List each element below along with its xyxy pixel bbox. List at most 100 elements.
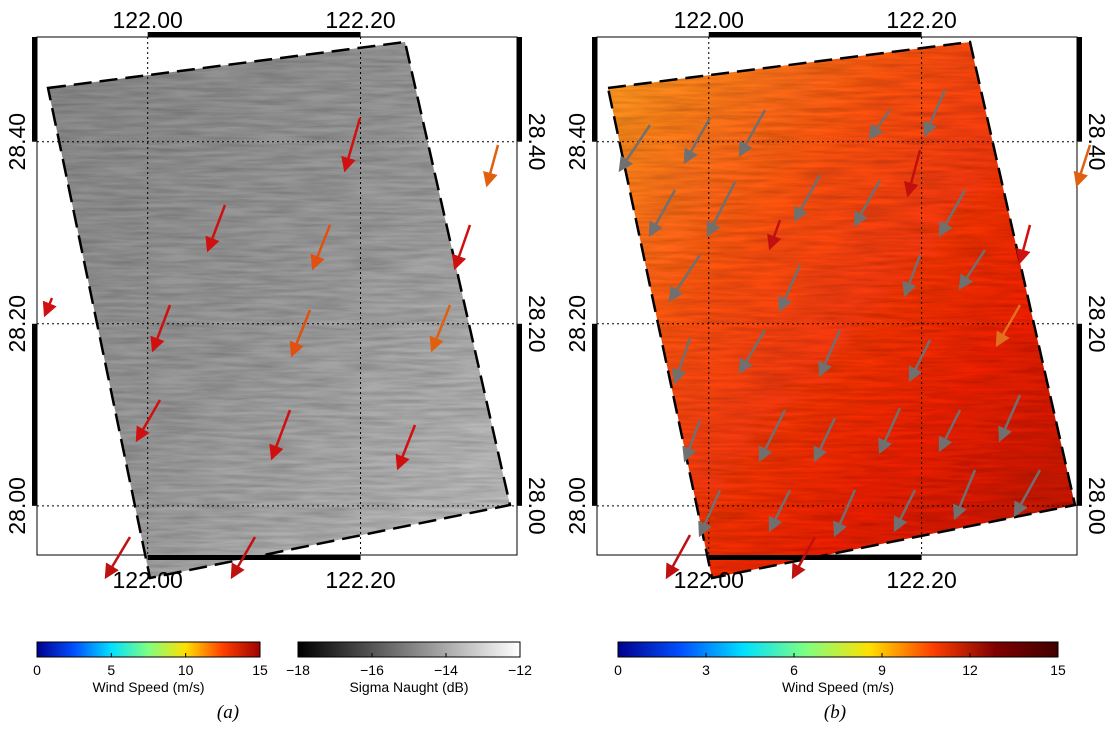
frame-bar xyxy=(708,555,922,560)
lon-label: 122.00 xyxy=(674,7,744,33)
wind-arrow xyxy=(429,304,452,353)
wind-arrow xyxy=(683,117,712,165)
wind-arrow xyxy=(665,534,692,580)
frame-bar xyxy=(592,323,597,506)
wind-arrow xyxy=(998,394,1022,443)
frame-bar xyxy=(708,32,922,37)
wind-arrow xyxy=(758,409,787,463)
wind-arrow xyxy=(1013,469,1042,518)
frame-bar xyxy=(147,555,361,560)
wind-arrow xyxy=(868,109,892,141)
panel-caption: (a) xyxy=(217,702,239,723)
wind-arrow xyxy=(791,536,817,580)
wind-arrow xyxy=(135,399,162,443)
wind-arrow xyxy=(230,536,257,580)
lat-label: 28.40 xyxy=(4,113,30,171)
wind-arrow xyxy=(1016,224,1032,265)
sar-image xyxy=(48,42,510,578)
wind-arrow xyxy=(813,417,837,463)
colorbar-tick-label: 0 xyxy=(33,662,41,678)
wind-arrow xyxy=(671,337,692,385)
wind-arrow xyxy=(818,329,842,378)
map-panel: 122.00 122.00 122.20 122.20 28.40 28.40 28.20 2… xyxy=(4,7,550,723)
wind-arrow xyxy=(341,117,362,173)
wind-arrow xyxy=(833,489,857,538)
wind-arrow xyxy=(958,249,987,291)
colorbar xyxy=(297,641,521,658)
wind-arrow xyxy=(104,536,132,580)
colorbar-tick-label: 0 xyxy=(614,662,622,678)
colorbar-tick-label: −18 xyxy=(286,662,310,678)
frame-bar xyxy=(517,323,522,506)
wind-arrow xyxy=(778,264,802,313)
wind-arrow xyxy=(903,149,922,198)
frame-bar xyxy=(1077,37,1082,142)
wind-arrow xyxy=(205,204,227,253)
wind-arrow xyxy=(793,174,822,223)
wind-arrow xyxy=(902,254,922,298)
frame-bar xyxy=(1077,323,1082,506)
wind-arrow xyxy=(269,409,292,461)
lon-label: 122.20 xyxy=(325,567,395,593)
lon-label: 122.00 xyxy=(674,567,744,593)
wind-arrow xyxy=(908,339,932,383)
wind-arrow xyxy=(995,304,1022,348)
colorbar-tick-label: 5 xyxy=(107,662,115,678)
wind-arrow xyxy=(648,189,677,238)
wind-arrow xyxy=(310,224,332,271)
colorbar-tick-label: −12 xyxy=(508,662,532,678)
wind-arrow xyxy=(893,489,917,533)
frame-bar xyxy=(517,37,522,142)
wind-arrow xyxy=(738,329,767,375)
wind-arrow xyxy=(452,224,472,271)
lon-label: 122.00 xyxy=(113,7,183,33)
colorbar xyxy=(617,641,1059,658)
wind-arrow xyxy=(483,144,500,188)
wind-arrow xyxy=(767,219,782,251)
colorbar-tick-label: 6 xyxy=(790,662,798,678)
colorbar-title: Wind Speed (m/s) xyxy=(782,679,894,695)
lat-label: 28.00 xyxy=(524,477,550,535)
lon-label: 122.00 xyxy=(113,567,183,593)
colorbar xyxy=(36,641,261,658)
colorbar-title: Sigma Naught (dB) xyxy=(349,679,468,695)
lat-label: 28.20 xyxy=(4,295,30,353)
lat-label: 28.20 xyxy=(1084,295,1110,353)
wind-arrow xyxy=(938,409,962,453)
wind-arrow xyxy=(42,297,57,318)
colorbar-tick-label: −16 xyxy=(360,662,384,678)
image-outline xyxy=(606,40,1077,580)
wind-arrow xyxy=(1073,144,1092,188)
wind-arrow xyxy=(952,469,977,521)
wind-arrow xyxy=(395,424,417,471)
colorbar-tick-label: 9 xyxy=(878,662,886,678)
lon-label: 122.20 xyxy=(325,7,395,33)
frame-bar xyxy=(32,37,37,142)
wind-arrow xyxy=(668,254,702,303)
wind-arrow xyxy=(618,124,652,173)
wind-arrow xyxy=(150,304,172,353)
lon-label: 122.20 xyxy=(886,7,956,33)
colorbar-tick-label: 15 xyxy=(1050,662,1066,678)
colorbar-title: Wind Speed (m/s) xyxy=(92,679,204,695)
wind-arrow xyxy=(682,419,702,463)
lat-label: 28.20 xyxy=(564,295,590,353)
wind-arrow xyxy=(289,309,312,358)
wind-arrow xyxy=(768,489,792,533)
wind-arrow xyxy=(938,189,967,238)
lat-label: 28.00 xyxy=(1084,477,1110,535)
colorbar-tick-label: −14 xyxy=(434,662,458,678)
frame-bar xyxy=(32,323,37,506)
lat-label: 28.40 xyxy=(1084,113,1110,171)
wind-arrow xyxy=(853,179,882,228)
wind-arrow xyxy=(923,89,947,138)
image-outline xyxy=(46,40,512,580)
lon-label: 122.20 xyxy=(886,567,956,593)
lat-label: 28.00 xyxy=(564,477,590,535)
colorbar-tick-label: 3 xyxy=(702,662,710,678)
colorbar-tick-label: 10 xyxy=(178,662,194,678)
map-panel: 122.00 122.00 122.20 122.20 28.40 28.40 28.20 2… xyxy=(564,7,1110,723)
lat-label: 28.00 xyxy=(4,477,30,535)
frame-bar xyxy=(147,32,361,37)
